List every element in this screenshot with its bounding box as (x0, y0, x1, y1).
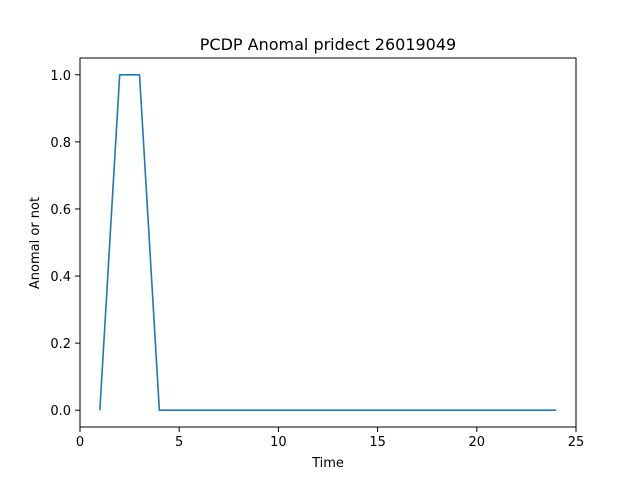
series-line (99, 73, 557, 412)
x-tick-label: 5 (175, 435, 183, 450)
y-tick-label: 0.4 (50, 270, 71, 285)
x-tick-label: 0 (76, 435, 84, 450)
x-tick-label: 10 (270, 435, 287, 450)
chart-title: PCDP Anomal pridect 26019049 (200, 35, 456, 54)
y-tick-label: 0.8 (50, 136, 71, 151)
x-axis: 0 5 10 15 20 25 (76, 427, 584, 450)
y-tick-label: 0.0 (50, 404, 71, 419)
y-tick-label: 0.6 (50, 203, 71, 218)
y-tick-label: 1.0 (50, 69, 71, 84)
y-axis: 0.0 0.2 0.4 0.6 0.8 1.0 (50, 69, 80, 419)
x-tick-label: 15 (369, 435, 386, 450)
y-axis-label: Anomal or not (28, 197, 43, 289)
y-tick-label: 0.2 (50, 337, 71, 352)
plot-frame (79, 57, 577, 428)
x-tick-label: 25 (568, 435, 585, 450)
plot-area (99, 73, 557, 412)
x-axis-label: Time (311, 456, 344, 471)
x-tick-label: 20 (469, 435, 486, 450)
